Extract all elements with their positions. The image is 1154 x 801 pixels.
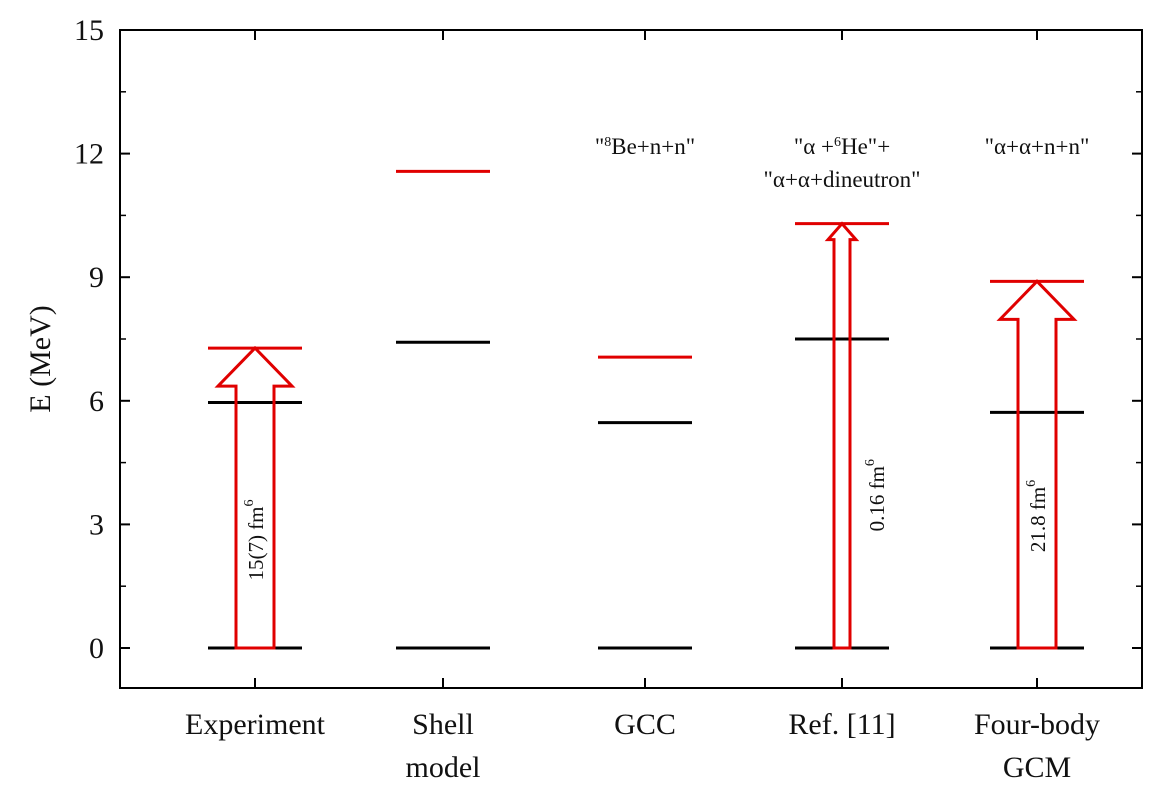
arrow-strength-label: 15(7) fm6 bbox=[242, 499, 268, 580]
model-annotations: "8Be+n+n" "α +6He"+ "α+α+dineutron" "α+α+n+… bbox=[595, 134, 1090, 192]
transition-arrow bbox=[996, 279, 1078, 650]
y-tick-label: 12 bbox=[74, 138, 104, 171]
model-annotation: "α +6He"+ bbox=[794, 134, 890, 159]
x-axis: Experiment Shell model GCC Ref. [11] Four-bod… bbox=[185, 30, 1100, 784]
y-axis-label: E (MeV) bbox=[24, 305, 57, 412]
y-tick-label: 3 bbox=[89, 508, 104, 541]
transition-arrow bbox=[214, 345, 296, 650]
model-annotation: "8Be+n+n" bbox=[595, 134, 695, 159]
x-category-label: GCC bbox=[614, 708, 676, 741]
energy-levels bbox=[208, 169, 1084, 650]
model-annotation: "α+α+n+n" bbox=[985, 134, 1090, 159]
transition-arrow bbox=[824, 221, 860, 650]
arrow-strength-label: 21.8 fm6 bbox=[1024, 480, 1050, 552]
y-axis: 0 3 6 9 12 15 bbox=[74, 14, 1142, 665]
y-tick-label: 6 bbox=[89, 385, 104, 418]
y-tick-label: 9 bbox=[89, 261, 104, 294]
x-category-label: GCM bbox=[1003, 751, 1071, 784]
x-category-label: Shell bbox=[412, 708, 474, 741]
plot-frame bbox=[119, 29, 1143, 689]
x-category-label: Ref. [11] bbox=[788, 708, 895, 741]
y-tick-label: 0 bbox=[89, 632, 104, 665]
arrow-strength-label: 0.16 fm6 bbox=[863, 459, 889, 531]
model-annotation: "α+α+dineutron" bbox=[764, 167, 921, 192]
x-category-label: model bbox=[406, 751, 481, 784]
y-tick-label: 15 bbox=[74, 14, 104, 47]
x-category-label: Experiment bbox=[185, 708, 326, 741]
x-category-label: Four-body bbox=[974, 708, 1100, 741]
transition-arrows: 15(7) fm6 0.16 fm6 21.8 fm6 bbox=[214, 221, 1078, 650]
